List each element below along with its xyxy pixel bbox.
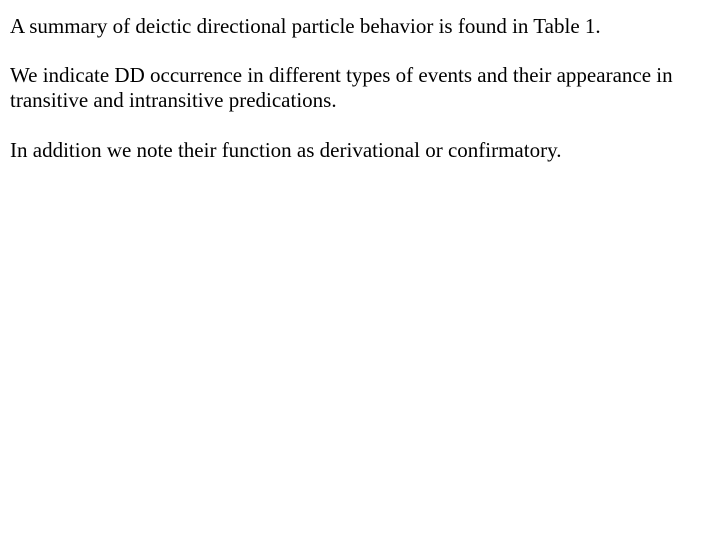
paragraph-2: We indicate DD occurrence in different t… [10,63,710,113]
paragraph-1: A summary of deictic directional particl… [10,14,710,39]
paragraph-3: In addition we note their function as de… [10,138,710,163]
